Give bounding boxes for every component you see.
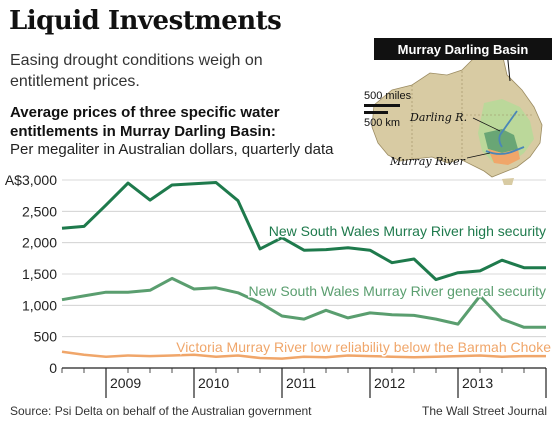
map-title: Murray Darling Basin bbox=[398, 42, 529, 57]
tasmania bbox=[502, 178, 514, 185]
scale-km-bar bbox=[364, 111, 388, 114]
footer-source: Source: Psi Delta on behalf of the Austr… bbox=[10, 404, 312, 418]
y-tick-label: 1,500 bbox=[22, 266, 57, 282]
x-tick-label: 2013 bbox=[462, 375, 493, 391]
y-tick-label: A$3,000 bbox=[5, 172, 57, 188]
murray-leader bbox=[466, 152, 491, 159]
series-line-3 bbox=[61, 350, 546, 360]
map-title-box bbox=[374, 38, 552, 60]
series-line-2 bbox=[61, 276, 546, 329]
darling-river bbox=[498, 110, 518, 148]
series-label-1: New South Wales Murray River high securi… bbox=[269, 223, 546, 239]
deck: Easing drought conditions weigh on entit… bbox=[10, 52, 263, 90]
footer-credit: The Wall Street Journal bbox=[422, 404, 547, 418]
series-label-3: Victoria Murray River low reliability be… bbox=[176, 339, 551, 355]
grid-layer bbox=[62, 179, 546, 338]
axis-layer: A$3,000 2,500 2,000 1,500 1,000 500 0 2009 2010 2… bbox=[5, 172, 547, 398]
state-borders bbox=[411, 71, 532, 160]
scale-miles-bar bbox=[364, 104, 400, 107]
chart-subtitle: Average prices of three specific water e… bbox=[10, 104, 280, 140]
scale-km-label: 500 km bbox=[364, 117, 400, 129]
y-tick-label: 1,000 bbox=[22, 297, 57, 313]
x-tick-label: 2009 bbox=[110, 375, 141, 391]
map-inset: Murray Darling Basin 500 miles 500 km Da… bbox=[364, 38, 552, 185]
x-tick-label: 2012 bbox=[374, 375, 405, 391]
darling-leader bbox=[472, 117, 501, 132]
murray-label: Murray River bbox=[389, 155, 466, 168]
series-label-2: New South Wales Murray River general sec… bbox=[249, 283, 546, 299]
murray-river bbox=[485, 146, 525, 155]
y-tick-label: 500 bbox=[34, 329, 58, 345]
series-line-1 bbox=[61, 181, 546, 282]
headline: Liquid Investments bbox=[9, 6, 282, 36]
x-tick-label: 2010 bbox=[198, 375, 229, 391]
nsw-zone bbox=[484, 129, 518, 153]
darling-label: Darling R. bbox=[409, 111, 467, 124]
y-tick-label: 0 bbox=[49, 360, 57, 376]
scale-miles-label: 500 miles bbox=[364, 90, 412, 102]
series-label-layer: New South Wales Murray River high securi… bbox=[175, 222, 553, 357]
unit-note: Per megaliter in Australian dollars, qua… bbox=[10, 141, 334, 158]
y-tick-label: 2,500 bbox=[22, 203, 57, 219]
x-tick-label: 2011 bbox=[286, 375, 316, 391]
series-layer bbox=[61, 181, 546, 360]
y-tick-label: 2,000 bbox=[22, 235, 57, 251]
